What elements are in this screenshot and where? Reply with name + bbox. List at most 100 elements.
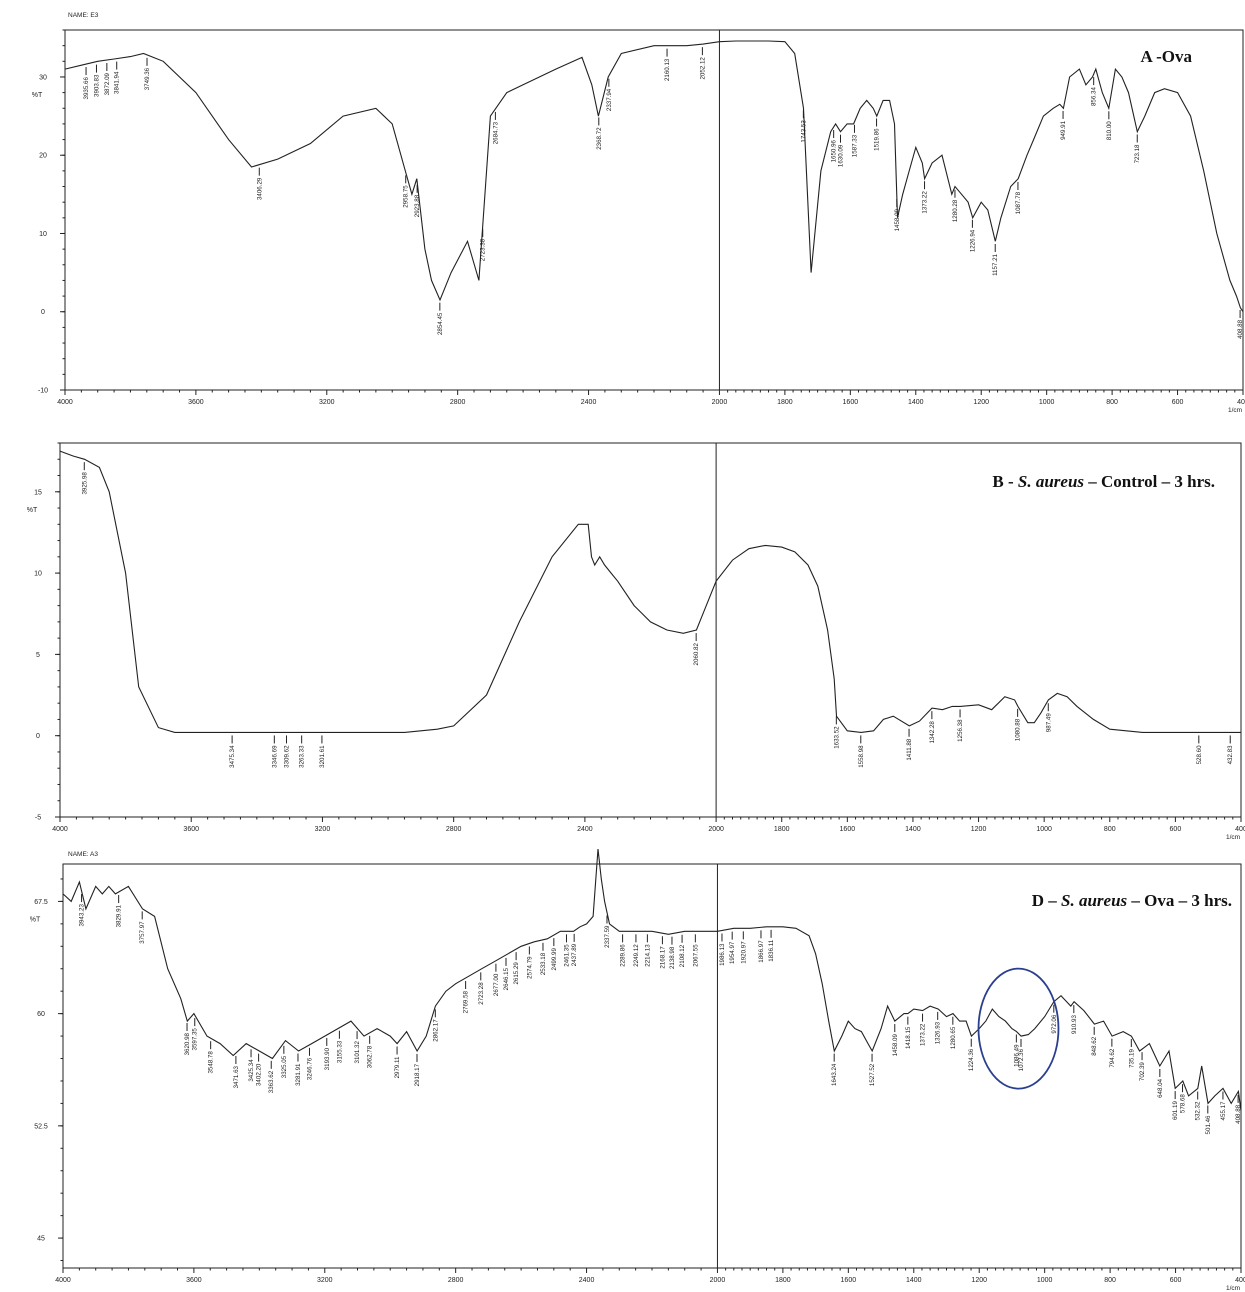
transmittance-line: [59, 450, 1241, 733]
peak-label: 3281.91: [295, 1063, 302, 1086]
x-tick-label: 2000: [712, 399, 728, 406]
peak-label: 2214.13: [644, 944, 651, 967]
peak-label: 408.88: [1235, 1104, 1242, 1123]
peak-label: 3471.63: [233, 1065, 240, 1088]
x-tick-label: 3200: [319, 399, 335, 406]
peak-label: 1519.86: [874, 128, 881, 151]
peak-label: 1373.22: [922, 191, 929, 214]
peak-label: 2289.86: [620, 944, 627, 967]
peak-label: 1650.96: [831, 139, 838, 162]
peak-label: 1280.28: [952, 199, 959, 222]
transmittance-line: [62, 848, 1242, 1111]
plot-frame: [59, 442, 1242, 818]
x-tick-label: 2000: [710, 1277, 726, 1284]
x-tick-label: 3200: [315, 826, 331, 833]
peak-label: 3943.23: [79, 904, 86, 927]
peak-label: 3062.78: [367, 1045, 374, 1068]
x-tick-label: 600: [1172, 399, 1184, 406]
peak-label: 2918.17: [414, 1063, 421, 1086]
peak-label: 2723.38: [480, 238, 487, 261]
peak-label: 3425.34: [248, 1059, 255, 1082]
peak-label: 3201.61: [319, 745, 326, 768]
peak-label: 949.91: [1060, 120, 1067, 139]
x-tick-label: 600: [1170, 1277, 1182, 1284]
peak-label: 455.17: [1220, 1101, 1227, 1120]
peak-label: 3841.94: [114, 71, 121, 94]
x-tick-label: 2800: [450, 399, 466, 406]
x-tick-label: 4000: [55, 1277, 71, 1284]
peak-label: 1458.09: [892, 1033, 899, 1056]
peak-label: 3935.66: [83, 77, 90, 100]
y-tick-label: 52.5: [34, 1123, 48, 1130]
peak-label: 2249.12: [633, 944, 640, 967]
x-tick-label: 400: [1235, 826, 1245, 833]
spectrum-panel-b: 4000 3600 3200 2800 2400 2000 1800 1600 1400 1200…: [27, 442, 1245, 841]
peak-label: 1411.88: [906, 738, 913, 760]
peak-label: 1087.78: [1015, 191, 1022, 214]
peak-label: 2615.29: [513, 962, 520, 985]
peak-label: 1587.33: [851, 134, 858, 157]
panel-title-part: B -: [992, 472, 1018, 491]
peak-label: 3872.09: [104, 72, 111, 95]
peak-label: 2461.35: [563, 944, 570, 967]
peak-label: 3620.98: [184, 1032, 191, 1055]
panel-title: B - S. aureus – Control – 3 hrs.: [992, 472, 1215, 491]
peak-label: 1157.21: [992, 253, 999, 275]
x-tick-label: 4000: [52, 826, 68, 833]
peak-label: 1080.88: [1015, 718, 1022, 741]
peak-label: 1558.98: [858, 745, 865, 768]
peak-label: 3101.32: [354, 1041, 361, 1064]
peak-label: 2437.89: [571, 943, 578, 966]
peak-label: 2958.75: [403, 185, 410, 208]
peak-label: 2646.15: [503, 967, 510, 990]
y-tick-label: 0: [36, 733, 40, 740]
x-tick-label: 800: [1104, 1277, 1116, 1284]
panel-title-part: – Ova – 3 hrs.: [1127, 891, 1232, 910]
peak-label: 1342.28: [929, 721, 936, 744]
plot-frame: [64, 29, 1244, 391]
peak-label: 1418.15: [905, 1026, 912, 1049]
panel-title-part: – Control – 3 hrs.: [1084, 472, 1215, 491]
x-tick-label: 1800: [774, 826, 790, 833]
peak-label: 3749.36: [144, 67, 151, 90]
peak-label: 2854.45: [437, 312, 444, 335]
peak-label: 2138.98: [669, 946, 676, 969]
peak-label: 2067.55: [692, 944, 699, 967]
panel-title: D – S. aureus – Ova – 3 hrs.: [1032, 891, 1232, 910]
peak-label: 3363.62: [268, 1070, 275, 1093]
x-axis-unit: 1/cm: [1228, 407, 1242, 414]
x-tick-label: 800: [1106, 399, 1118, 406]
x-tick-label: 1200: [973, 399, 989, 406]
peak-label: 2160.13: [664, 58, 671, 81]
peak-label: 723.18: [1134, 144, 1141, 163]
x-tick-label: 1400: [906, 1277, 922, 1284]
y-tick-label: 45: [37, 1236, 45, 1243]
peak-label: 1866.97: [758, 940, 765, 963]
peak-label: 2979.11: [394, 1056, 401, 1078]
peak-label: 2684.73: [492, 121, 499, 144]
bottom-sample-name: NAME: A3: [68, 851, 98, 858]
peak-label: 987.49: [1045, 713, 1052, 732]
peak-label: 3829.91: [116, 904, 123, 927]
peak-label: 1226.94: [969, 229, 976, 252]
panel-title-part: A -Ova: [1141, 47, 1193, 66]
peak-label: 1633.52: [833, 726, 840, 749]
y-tick-label: -10: [38, 388, 48, 395]
x-tick-label: 1200: [971, 1277, 987, 1284]
peak-label: 408.88: [1237, 319, 1244, 338]
x-tick-label: 3600: [188, 399, 204, 406]
x-tick-label: 1000: [1036, 826, 1052, 833]
panel-title: A -Ova: [1141, 47, 1193, 66]
peak-label: 910.93: [1071, 1015, 1078, 1034]
peak-label: 702.39: [1139, 1062, 1146, 1081]
peak-label: 1256.38: [957, 719, 964, 742]
x-tick-label: 1000: [1037, 1277, 1053, 1284]
peak-label: 1373.22: [920, 1023, 927, 1046]
peak-label: 810.00: [1106, 121, 1113, 140]
x-tick-label: 2800: [446, 826, 462, 833]
highlight-ellipse: [977, 967, 1060, 1090]
peak-label: 2923.88: [414, 194, 421, 217]
x-tick-label: 1200: [971, 826, 987, 833]
peak-label: 1280.65: [950, 1026, 957, 1049]
peak-label: 1630.09: [837, 144, 844, 167]
